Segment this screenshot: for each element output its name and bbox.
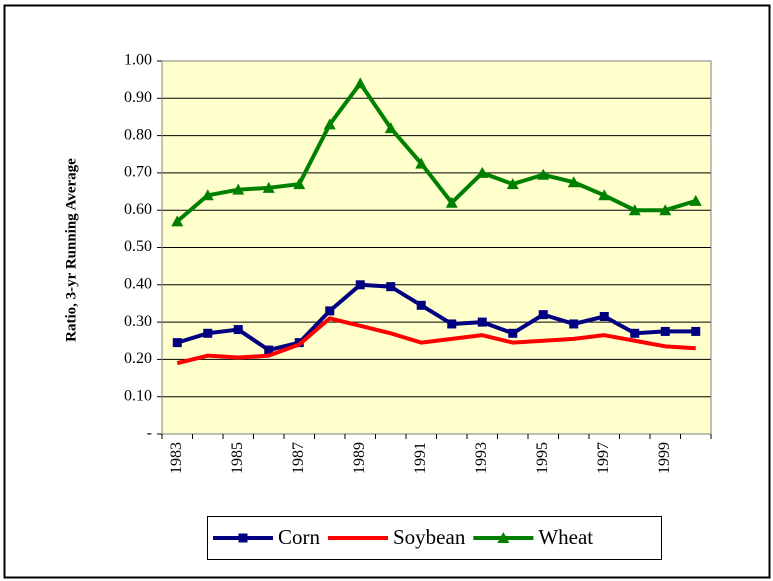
point-marker [691, 326, 701, 336]
point-marker [689, 194, 702, 206]
x-tick-label: 1993 [473, 442, 490, 474]
x-tick-label: 1987 [290, 442, 307, 474]
legend-box [207, 516, 662, 560]
point-marker [660, 326, 670, 336]
point-marker [203, 328, 213, 338]
x-tick-label: 1989 [351, 442, 368, 474]
point-marker [477, 317, 487, 327]
point-marker [201, 189, 214, 201]
y-axis-label: Ratio, 3-yr Running Average [63, 158, 79, 342]
point-marker [264, 345, 274, 355]
point-marker [171, 215, 184, 227]
y-tick-label: 0.60 [124, 201, 152, 218]
legend-marker [497, 532, 510, 543]
point-marker [628, 204, 641, 216]
point-marker [447, 319, 457, 329]
point-marker [567, 176, 580, 188]
point-marker [537, 168, 550, 180]
point-marker [506, 178, 519, 190]
legend-marker [238, 533, 248, 543]
series-line [175, 81, 697, 223]
point-marker [445, 196, 458, 208]
point-marker [598, 189, 611, 201]
point-marker [599, 312, 609, 322]
point-marker [476, 166, 489, 178]
point-marker [323, 118, 336, 130]
y-tick-label: 0.20 [124, 350, 152, 367]
y-tick-label: 0.40 [124, 275, 152, 292]
legend-label: Corn [278, 525, 321, 549]
point-marker [569, 319, 579, 329]
legend-label: Soybean [393, 525, 466, 549]
point-marker [262, 181, 275, 193]
series-line [176, 282, 696, 353]
y-tick-label: 0.10 [124, 387, 152, 404]
y-tick-label: 0.30 [124, 313, 152, 330]
point-marker [232, 183, 245, 195]
point-marker [538, 310, 548, 320]
point-marker [659, 204, 672, 216]
point-marker [354, 77, 367, 89]
y-tick-label: 0.50 [124, 238, 152, 255]
x-tick-label: 1999 [656, 442, 673, 474]
x-tick-label: 1995 [534, 442, 551, 474]
point-marker [386, 282, 396, 292]
point-marker [172, 338, 182, 348]
point-marker [415, 157, 428, 169]
x-tick-label: 1997 [595, 442, 612, 474]
x-tick-label: 1985 [229, 442, 246, 474]
point-marker [508, 328, 518, 338]
series-line [176, 316, 696, 366]
y-tick-label: - [147, 425, 152, 442]
point-marker [233, 325, 243, 335]
point-marker [416, 300, 426, 310]
y-tick-label: 1.00 [124, 52, 152, 69]
point-marker [293, 178, 306, 190]
x-tick-label: 1991 [412, 442, 429, 474]
point-marker [630, 328, 640, 338]
point-marker [355, 280, 365, 290]
y-tick-label: 0.80 [124, 126, 152, 143]
x-tick-label: 1983 [168, 442, 185, 474]
point-marker [384, 122, 397, 134]
y-tick-label: 0.90 [124, 89, 152, 106]
point-marker [325, 306, 335, 316]
y-tick-label: 0.70 [124, 164, 152, 181]
legend-label: Wheat [538, 525, 593, 549]
